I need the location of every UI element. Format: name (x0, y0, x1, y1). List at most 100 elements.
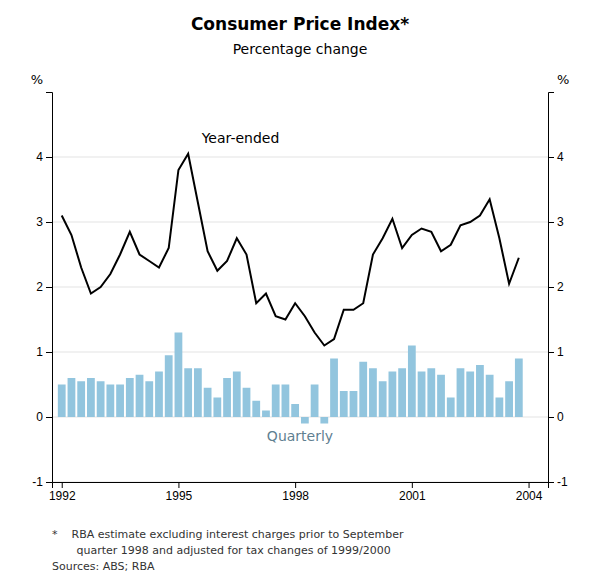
tick-mark (548, 482, 554, 483)
footnote: quarter 1998 and adjusted for tax change… (52, 544, 391, 557)
bar (340, 391, 348, 417)
y2-axis-label: % (557, 72, 569, 87)
tick-mark (46, 417, 52, 418)
tick-label: 1 (36, 345, 43, 359)
tick: 2 (548, 280, 564, 294)
bar (58, 385, 66, 418)
footnote: * RBA estimate excluding interest charge… (52, 528, 404, 541)
bar (320, 417, 328, 424)
bar (359, 362, 367, 417)
tick-label: 4 (36, 150, 43, 164)
bar (155, 372, 163, 418)
grid-line (52, 287, 548, 288)
tick-mark (46, 157, 52, 158)
bar (145, 381, 153, 417)
tick: 2004 (516, 482, 543, 503)
line (62, 154, 519, 346)
bar (136, 375, 144, 417)
bar (194, 368, 202, 417)
bar (282, 385, 290, 418)
bar (301, 417, 309, 424)
tick-mark (548, 157, 554, 158)
tick-mark (178, 482, 179, 488)
axis-line (46, 93, 53, 483)
tick-mark (548, 287, 554, 288)
tick: 1 (36, 345, 52, 359)
bar (126, 378, 134, 417)
subtitle: Percentage change (233, 41, 368, 57)
grid-line (52, 157, 548, 158)
bar (427, 368, 435, 417)
tick-label: 0 (36, 410, 43, 424)
bar (330, 359, 338, 418)
y-axis-label: % (31, 72, 43, 87)
series-label: Year-ended (201, 130, 280, 146)
tick-label: 2004 (516, 489, 543, 503)
tick-mark (548, 352, 554, 353)
axis-line (53, 483, 549, 489)
tick-mark (46, 222, 52, 223)
tick: 2001 (399, 482, 426, 503)
tick-mark (548, 222, 554, 223)
tick-label: 1998 (282, 489, 309, 503)
tick-label: 2001 (399, 489, 426, 503)
bar (389, 372, 397, 418)
tick: 2 (36, 280, 52, 294)
tick-mark (46, 352, 52, 353)
tick-label: 1 (557, 345, 564, 359)
tick: 3 (548, 215, 564, 229)
bar (77, 381, 85, 417)
tick: 0 (548, 410, 564, 424)
tick-mark (46, 287, 52, 288)
bar (213, 398, 221, 418)
tick-mark (295, 482, 296, 488)
tick-label: -1 (557, 475, 568, 489)
plot-area (58, 154, 523, 424)
footnote: Sources: ABS; RBA (52, 560, 155, 573)
bar (505, 381, 513, 417)
bar (457, 368, 465, 417)
bar-series (58, 333, 523, 424)
tick-label: 3 (36, 215, 43, 229)
bar (272, 385, 280, 418)
tick: 0 (36, 410, 52, 424)
bar (165, 355, 173, 417)
grid-line (52, 222, 548, 223)
bar (116, 385, 124, 418)
tick-label: 2 (557, 280, 564, 294)
bar (515, 359, 523, 418)
tick-mark (46, 482, 52, 483)
tick-mark (529, 482, 530, 488)
tick-label: 3 (557, 215, 564, 229)
series-label: Quarterly (267, 428, 333, 444)
bar (68, 378, 76, 417)
tick-mark (548, 417, 554, 418)
tick-label: 4 (557, 150, 564, 164)
tick-mark (62, 482, 63, 488)
bar (447, 398, 455, 418)
tick: 3 (36, 215, 52, 229)
bar (311, 385, 319, 418)
x-axis: 19921995199820012004 (49, 482, 549, 503)
tick-label: 2 (36, 280, 43, 294)
bar (369, 368, 377, 417)
y2-axis: -1 0 1 2 3 4 (548, 93, 568, 490)
bar (476, 365, 484, 417)
bar (262, 411, 270, 418)
tick: 1995 (166, 482, 193, 503)
bar (495, 398, 503, 418)
tick-mark (412, 482, 413, 488)
bar (291, 404, 299, 417)
axis-line (549, 93, 555, 483)
bar (486, 375, 494, 417)
bar (97, 381, 105, 417)
bar (175, 333, 183, 418)
bar (398, 368, 406, 417)
bar (408, 346, 416, 418)
tick-label: 0 (557, 410, 564, 424)
bar (466, 372, 474, 418)
tick: 4 (36, 150, 52, 164)
tick-label: 1995 (166, 489, 193, 503)
grid (52, 157, 548, 482)
bar (350, 391, 358, 417)
